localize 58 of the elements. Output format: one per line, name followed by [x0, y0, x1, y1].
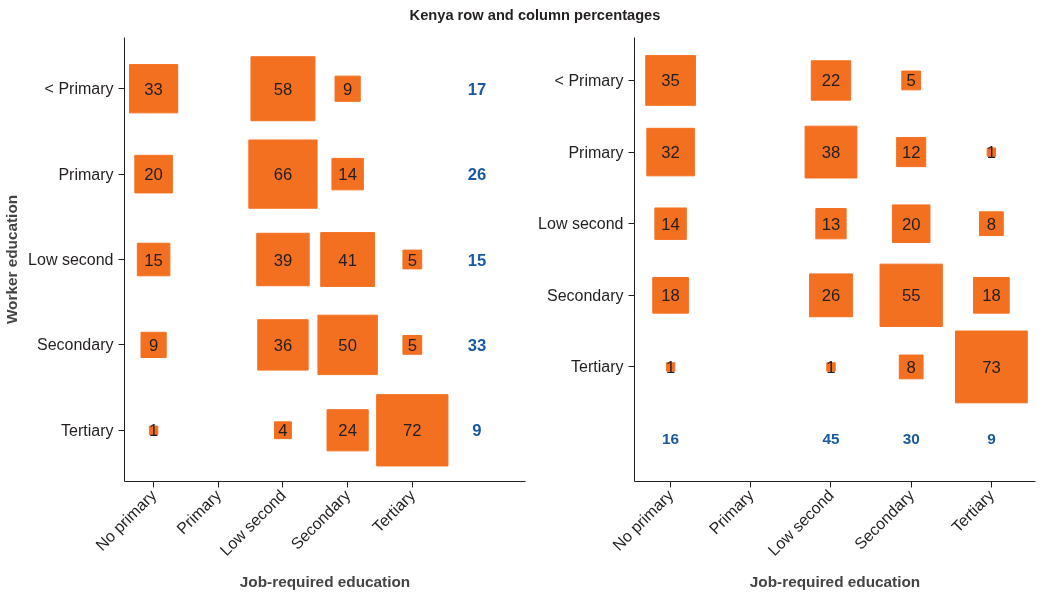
- y2-tick-label: 33: [467, 335, 487, 355]
- data-label: 4: [278, 421, 288, 441]
- data-label: 66: [273, 165, 293, 185]
- data-label: 73: [982, 357, 1001, 377]
- data-label: 1: [826, 357, 836, 377]
- data-label: 1: [665, 357, 676, 377]
- y-tick-label: Primary: [568, 143, 624, 161]
- data-label: 20: [144, 165, 163, 185]
- data-label: 5: [407, 335, 417, 355]
- y-tick-label: < Primary: [554, 71, 624, 89]
- data-label: 39: [273, 250, 293, 270]
- data-label: 55: [901, 286, 921, 306]
- data-label: 18: [982, 286, 1001, 306]
- data-label: 20: [901, 214, 921, 234]
- data-label: 9: [343, 79, 353, 99]
- y-tick-label: < Primary: [44, 80, 114, 98]
- data-label: 14: [661, 214, 680, 234]
- annotation: 45: [822, 429, 840, 447]
- data-label: 15: [144, 250, 163, 270]
- data-label: 32: [661, 143, 680, 163]
- data-label: 5: [906, 71, 916, 91]
- y-tick-label: Low second: [538, 215, 624, 233]
- x-axis-title: Job-required education: [749, 572, 921, 590]
- data-label: 12: [901, 143, 921, 163]
- annotation: 16: [662, 429, 680, 447]
- data-label: 18: [661, 286, 680, 306]
- annotation: 30: [902, 429, 920, 447]
- data-label: 22: [821, 71, 841, 91]
- data-label: 8: [906, 357, 916, 377]
- y-tick-label: Secondary: [37, 336, 114, 354]
- annotation: 9: [987, 429, 996, 447]
- y-tick-label: Secondary: [547, 286, 624, 304]
- data-label: 72: [403, 421, 422, 441]
- y2-tick-label: 26: [467, 165, 487, 185]
- y-tick-label: Tertiary: [571, 358, 624, 376]
- y-axis-title: Worker education: [3, 194, 21, 325]
- data-label: 33: [144, 79, 163, 99]
- y2-tick-label: 9: [472, 421, 482, 441]
- y-tick-label: Primary: [58, 165, 114, 183]
- data-label: 50: [338, 335, 357, 355]
- data-label: 8: [986, 214, 997, 234]
- data-label: 9: [148, 335, 159, 355]
- x-axis-title: Job-required education: [239, 572, 411, 590]
- data-label: 5: [407, 250, 417, 270]
- data-label: 14: [338, 165, 357, 185]
- y-tick-label: Low second: [28, 251, 114, 268]
- data-label: 24: [338, 421, 357, 441]
- y-tick-label: Tertiary: [61, 421, 114, 439]
- y2-tick-label: 15: [467, 250, 487, 270]
- data-label: 58: [273, 79, 293, 99]
- y2-tick-label: 17: [467, 79, 487, 99]
- data-label: 35: [661, 71, 680, 91]
- data-label: 41: [338, 250, 357, 270]
- data-label: 38: [821, 143, 841, 163]
- data-label: 26: [821, 286, 841, 306]
- data-label: 36: [273, 335, 293, 355]
- data-label: 13: [821, 214, 841, 234]
- text: Kenya row and column percentages: [409, 6, 661, 25]
